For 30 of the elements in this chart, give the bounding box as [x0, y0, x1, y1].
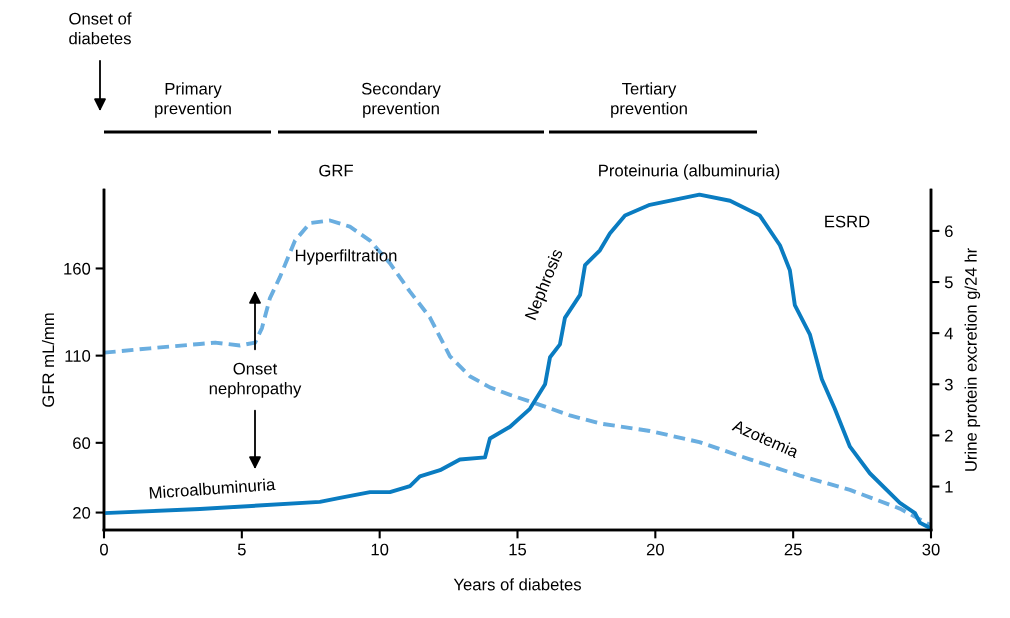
y-tick-label: 20 [73, 506, 91, 519]
annotation: Microalbuminuria [149, 477, 276, 499]
annotation: Onset nephropathy [209, 362, 302, 398]
text: Proteinuria (albuminuria) [599, 164, 780, 180]
annotation: Hyperfiltration [295, 249, 397, 265]
y2-tick-label: 3 [944, 378, 953, 391]
text: Onset of diabetes [69, 12, 132, 45]
x-tick-label: 10 [371, 543, 389, 556]
x-tick-label: 0 [100, 543, 108, 556]
text: Tertiary prevention [611, 82, 687, 118]
y-tick-label: 60 [73, 437, 91, 450]
y2-tick-label: 2 [945, 429, 953, 442]
y2-tick-label: 6 [945, 225, 953, 238]
x-tick-label: 25 [784, 543, 802, 556]
y-tick-label: 160 [64, 262, 91, 275]
x-tick-label: 15 [509, 543, 527, 556]
x-tick-label: 30 [922, 543, 940, 556]
text: GRF [319, 164, 353, 177]
x-tick-label: 5 [237, 543, 246, 556]
y2-tick-label: 5 [944, 276, 953, 289]
y-tick-label: 110 [65, 350, 91, 362]
x-tick-label: 20 [646, 543, 664, 556]
y-axis-title: GFR mL/mm [41, 313, 55, 407]
y2-axis-title: Urine protein excretion g/24 hr [964, 248, 981, 471]
annotation: ESRD [825, 215, 870, 228]
y2-tick-label: 4 [944, 327, 953, 340]
text: Primary prevention [155, 82, 231, 118]
text: Secondary prevention [361, 82, 441, 118]
y2-tick-label: 1 [945, 481, 953, 493]
x-axis-title: Years of diabetes [453, 578, 581, 591]
